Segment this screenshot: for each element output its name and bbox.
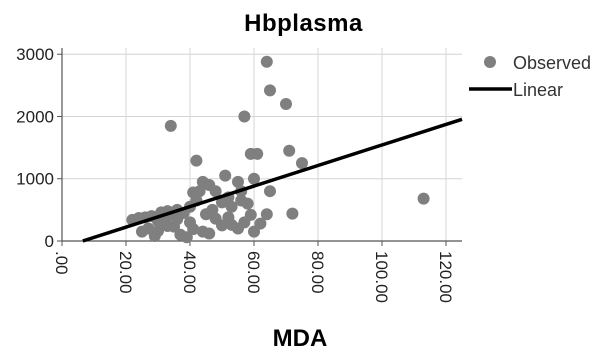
data-point [180,231,193,244]
legend: Observed Linear [469,53,591,100]
data-point [260,55,273,68]
data-point [225,200,238,213]
x-tick-label: 20.00 [116,251,135,294]
data-point [417,192,430,205]
x-tick-label: 80.00 [308,251,327,294]
x-tick-label: 40.00 [180,251,199,294]
y-tick-label: 0 [45,232,54,251]
data-point [296,157,308,170]
data-point [280,98,292,111]
axes [57,48,462,246]
linear-fit [82,117,463,243]
data-point [238,110,251,123]
y-tick-labels: 0 1000 2000 3000 [16,45,54,251]
y-tick-label: 1000 [16,170,54,189]
data-point [254,217,267,230]
data-point [209,185,222,198]
x-tick-labels: .00 20.00 40.00 60.00 80.00 100.00 120.00 [52,251,455,303]
data-point [260,208,273,221]
data-point [248,225,260,238]
x-tick-label: 60.00 [244,251,263,294]
legend-label-observed: Observed [513,53,591,73]
data-point [219,169,232,182]
data-point [248,172,260,185]
data-point [187,223,200,236]
observed-points [126,55,430,244]
data-point [148,230,161,243]
data-point [232,222,244,235]
data-point [286,207,299,220]
legend-label-linear: Linear [513,80,563,100]
data-point [216,219,228,232]
data-point [264,185,276,198]
legend-marker-observed [484,56,496,68]
data-point [136,225,148,238]
data-point [264,84,276,97]
data-point [193,185,206,198]
data-point [216,196,228,209]
data-point [283,144,296,157]
data-point [232,175,244,188]
fit-line [82,117,463,243]
x-tick-label: .00 [52,251,71,275]
y-tick-label: 2000 [16,107,54,126]
y-tick-label: 3000 [16,45,54,64]
x-tick-label: 120.00 [436,251,455,303]
data-point [203,227,216,240]
data-point [251,147,264,160]
x-tick-label: 100.00 [372,251,391,303]
grid-lines [62,48,462,241]
data-point [190,154,203,167]
data-point [206,203,219,216]
data-point [241,197,254,210]
x-axis-label: MDA [272,325,328,352]
data-point [164,119,177,132]
data-point [161,220,174,233]
chart-title: Hbplasma [244,10,363,37]
